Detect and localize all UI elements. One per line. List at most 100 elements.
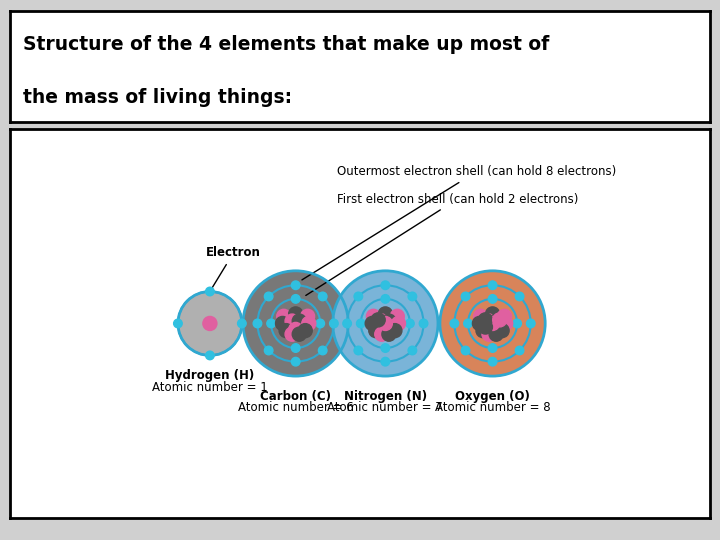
Circle shape: [485, 307, 500, 321]
Circle shape: [468, 299, 517, 348]
Circle shape: [388, 323, 402, 338]
Circle shape: [489, 314, 503, 328]
Circle shape: [354, 346, 363, 355]
Circle shape: [482, 314, 496, 328]
Circle shape: [292, 281, 300, 289]
Circle shape: [378, 307, 392, 321]
Circle shape: [369, 323, 383, 338]
Circle shape: [489, 327, 503, 341]
Circle shape: [285, 327, 299, 341]
Circle shape: [450, 319, 459, 328]
Circle shape: [374, 327, 389, 341]
Circle shape: [495, 323, 509, 338]
Circle shape: [405, 319, 414, 328]
Circle shape: [316, 319, 325, 328]
Circle shape: [464, 319, 472, 328]
Circle shape: [381, 357, 390, 366]
Circle shape: [381, 281, 390, 289]
Circle shape: [292, 327, 306, 341]
Circle shape: [408, 346, 417, 355]
Circle shape: [300, 309, 315, 323]
Text: the mass of living things:: the mass of living things:: [22, 88, 292, 107]
Circle shape: [374, 314, 389, 328]
Circle shape: [462, 292, 470, 301]
Text: Atomic number = 7: Atomic number = 7: [328, 401, 444, 414]
Circle shape: [516, 346, 524, 355]
Circle shape: [472, 316, 487, 330]
Circle shape: [381, 295, 390, 303]
Circle shape: [440, 271, 545, 376]
Circle shape: [462, 346, 470, 355]
Circle shape: [298, 323, 312, 338]
Circle shape: [476, 323, 490, 338]
Circle shape: [253, 319, 262, 328]
Circle shape: [488, 295, 497, 303]
Circle shape: [361, 299, 410, 348]
Circle shape: [482, 327, 496, 341]
Circle shape: [354, 292, 363, 301]
Circle shape: [478, 313, 492, 327]
Circle shape: [516, 292, 524, 301]
Circle shape: [289, 307, 302, 321]
Circle shape: [492, 313, 507, 327]
Text: Structure of the 4 elements that make up most of: Structure of the 4 elements that make up…: [22, 35, 549, 54]
Circle shape: [279, 323, 293, 338]
Text: Atomic number = 1: Atomic number = 1: [152, 381, 268, 394]
Circle shape: [365, 316, 379, 330]
Circle shape: [264, 292, 273, 301]
Text: First electron shell (can hold 2 electrons): First electron shell (can hold 2 electro…: [306, 193, 578, 295]
Text: Electron: Electron: [206, 246, 261, 289]
Circle shape: [292, 344, 300, 352]
Circle shape: [366, 309, 380, 323]
Text: Nitrogen (N): Nitrogen (N): [343, 390, 427, 403]
Text: Atomic number = 8: Atomic number = 8: [435, 401, 550, 414]
Circle shape: [526, 319, 535, 328]
Circle shape: [513, 319, 521, 328]
Circle shape: [276, 316, 289, 330]
Circle shape: [499, 316, 513, 330]
Text: Hydrogen (H): Hydrogen (H): [166, 369, 255, 382]
Circle shape: [292, 295, 300, 303]
Circle shape: [382, 314, 396, 328]
Circle shape: [267, 319, 275, 328]
Circle shape: [178, 292, 242, 355]
Circle shape: [356, 319, 365, 328]
Circle shape: [498, 309, 511, 323]
Circle shape: [276, 309, 291, 323]
Circle shape: [372, 313, 385, 327]
Text: Carbon (C): Carbon (C): [260, 390, 331, 403]
Circle shape: [381, 344, 390, 352]
Circle shape: [392, 316, 405, 330]
Circle shape: [203, 316, 217, 330]
Circle shape: [285, 314, 299, 328]
Circle shape: [330, 319, 338, 328]
Circle shape: [264, 346, 273, 355]
Circle shape: [378, 316, 392, 330]
Circle shape: [206, 351, 214, 360]
Circle shape: [488, 281, 497, 289]
Circle shape: [243, 271, 348, 376]
Text: Outermost electron shell (can hold 8 electrons): Outermost electron shell (can hold 8 ele…: [302, 165, 616, 280]
Circle shape: [408, 292, 417, 301]
Circle shape: [419, 319, 428, 328]
Circle shape: [378, 322, 392, 336]
Circle shape: [478, 320, 492, 334]
Circle shape: [318, 292, 327, 301]
Circle shape: [289, 322, 302, 336]
Circle shape: [390, 309, 405, 323]
Circle shape: [485, 322, 500, 336]
Circle shape: [271, 299, 320, 348]
Circle shape: [474, 309, 487, 323]
Circle shape: [382, 327, 396, 341]
Circle shape: [333, 271, 438, 376]
Circle shape: [343, 319, 351, 328]
Circle shape: [485, 316, 500, 330]
Circle shape: [206, 287, 214, 296]
Circle shape: [238, 319, 246, 328]
Circle shape: [292, 314, 306, 328]
Circle shape: [488, 357, 497, 366]
Circle shape: [488, 344, 497, 352]
Circle shape: [302, 316, 316, 330]
Text: Oxygen (O): Oxygen (O): [455, 390, 530, 403]
Circle shape: [174, 319, 182, 328]
